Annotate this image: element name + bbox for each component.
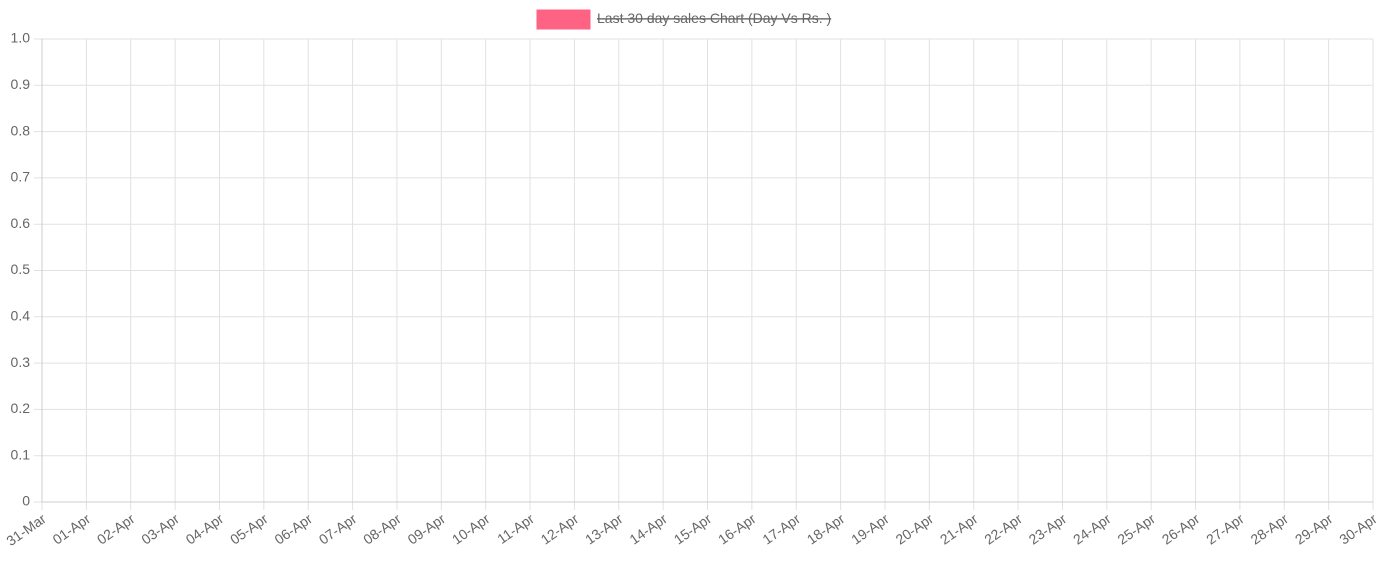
x-tick-label: 16-Apr — [715, 510, 759, 547]
y-tick-label: 0.8 — [11, 122, 31, 138]
x-tick-label: 24-Apr — [1070, 510, 1114, 547]
y-tick-label: 0.7 — [11, 169, 31, 185]
x-tick-label: 09-Apr — [405, 510, 449, 547]
y-tick-label: 0.6 — [11, 215, 31, 231]
legend-swatch[interactable] — [536, 9, 591, 30]
x-tick-label: 15-Apr — [671, 510, 715, 547]
x-tick-label: 12-Apr — [538, 510, 582, 547]
x-tick-label: 01-Apr — [50, 510, 94, 547]
x-tick-label: 11-Apr — [494, 510, 537, 547]
x-tick-label: 14-Apr — [626, 510, 670, 547]
x-tick-label: 03-Apr — [138, 510, 182, 547]
x-tick-label: 25-Apr — [1114, 510, 1158, 547]
x-tick-label: 19-Apr — [848, 510, 892, 547]
x-tick-label: 04-Apr — [183, 510, 227, 547]
x-tick-label: 29-Apr — [1292, 510, 1336, 547]
y-tick-label: 0.2 — [11, 400, 31, 416]
legend-label[interactable]: Last 30 day sales Chart (Day Vs Rs. ) — [597, 10, 831, 26]
y-tick-label: 0.9 — [11, 76, 31, 92]
x-tick-label: 20-Apr — [893, 510, 937, 547]
x-tick-label: 10-Apr — [449, 510, 493, 547]
x-tick-label: 31-Mar — [3, 510, 49, 549]
y-tick-label: 0.5 — [11, 261, 31, 277]
x-tick-label: 07-Apr — [316, 510, 360, 547]
y-tick-label: 0.4 — [11, 308, 31, 324]
x-tick-label: 28-Apr — [1248, 510, 1292, 547]
x-tick-label: 05-Apr — [227, 510, 271, 547]
x-tick-label: 27-Apr — [1203, 510, 1247, 547]
y-tick-label: 0.3 — [11, 354, 31, 370]
x-tick-label: 06-Apr — [271, 510, 315, 547]
x-tick-label: 17-Apr — [759, 510, 803, 547]
y-tick-label: 0.1 — [11, 446, 31, 462]
x-tick-label: 21-Apr — [937, 510, 981, 547]
x-tick-label: 13-Apr — [582, 510, 626, 547]
x-tick-label: 22-Apr — [981, 510, 1025, 547]
x-tick-label: 26-Apr — [1159, 510, 1203, 547]
x-tick-label: 18-Apr — [804, 510, 848, 547]
x-tick-label: 02-Apr — [94, 510, 138, 547]
x-tick-label: 23-Apr — [1026, 510, 1070, 547]
x-tick-label: 30-Apr — [1336, 510, 1380, 547]
y-tick-label: 1.0 — [11, 30, 31, 46]
y-tick-label: 0 — [22, 493, 30, 509]
x-tick-label: 08-Apr — [360, 510, 404, 547]
